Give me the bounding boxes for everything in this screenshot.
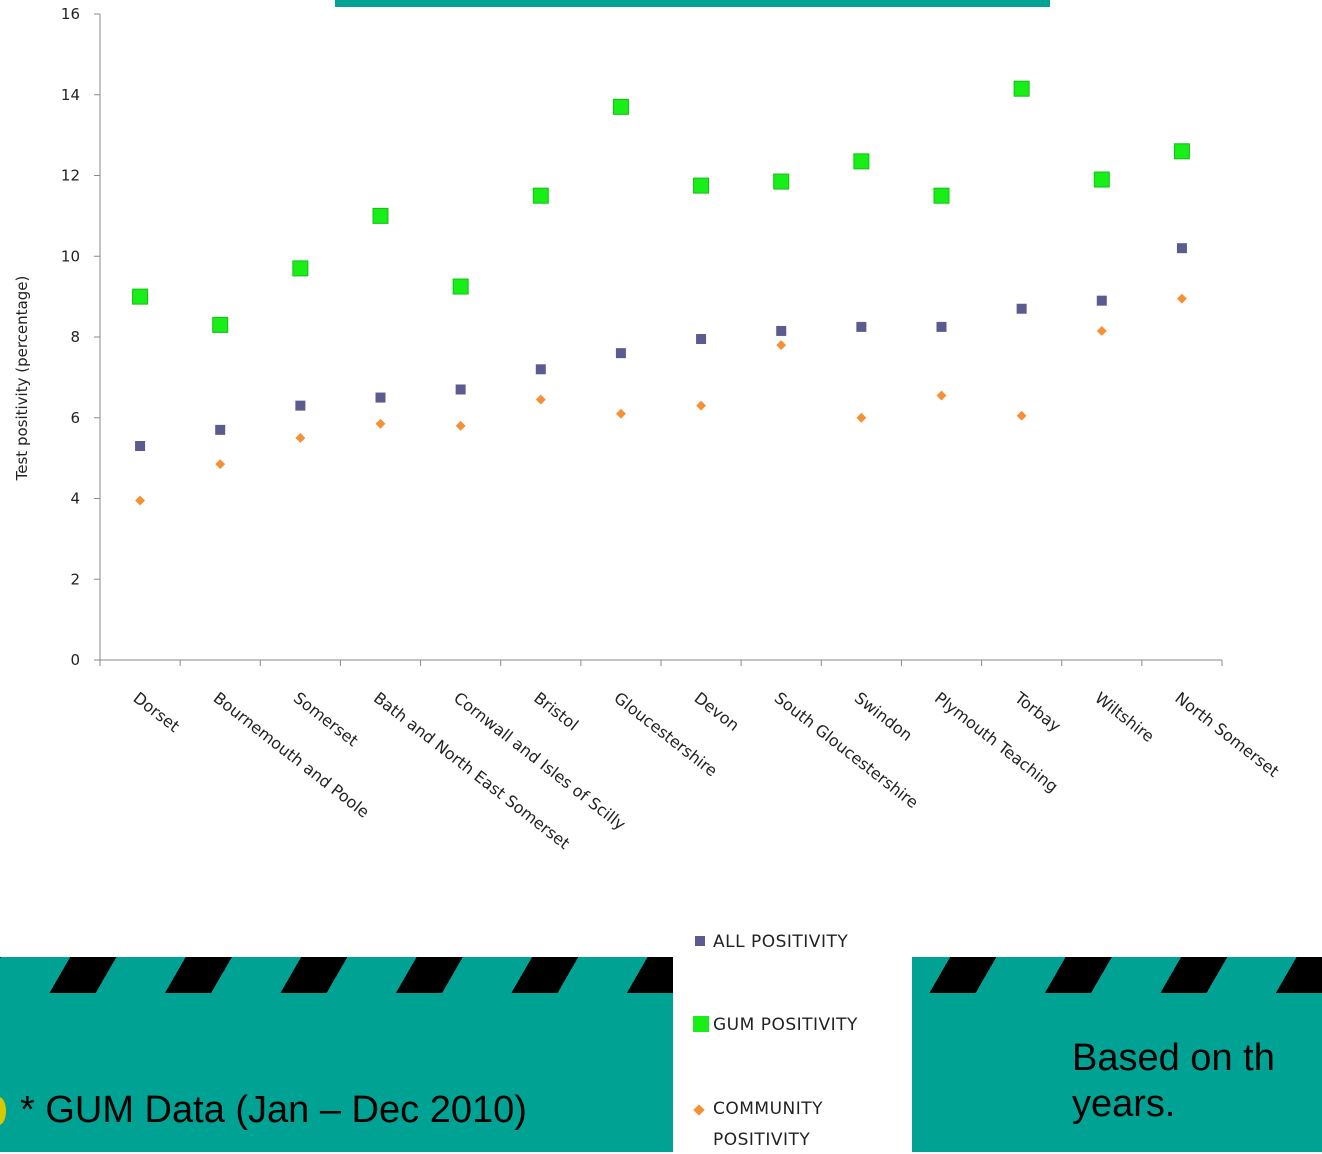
legend-marker-community xyxy=(693,1104,705,1116)
gum-positivity-point xyxy=(933,187,950,204)
y-tick-label: 6 xyxy=(70,409,80,427)
y-tick-label: 10 xyxy=(61,247,80,265)
x-tick-label: Bournemouth and Poole xyxy=(210,688,373,821)
note-panel: Based on th years. xyxy=(912,957,1322,1152)
y-tick-label: 2 xyxy=(70,570,80,588)
legend-marker-gum xyxy=(693,1016,709,1032)
hazard-stripes xyxy=(0,957,673,993)
all-positivity-point xyxy=(1096,295,1107,306)
all-positivity-point xyxy=(1016,303,1027,314)
x-tick-label: Torbay xyxy=(1010,688,1064,736)
data-points xyxy=(132,80,1190,506)
all-positivity-point xyxy=(375,392,386,403)
community-positivity-point xyxy=(1176,293,1187,304)
legend-label-all: ALL POSITIVITY xyxy=(713,932,849,952)
chart-axes xyxy=(94,13,1223,666)
all-positivity-point xyxy=(615,348,626,359)
gum-positivity-point xyxy=(1093,171,1110,188)
gum-positivity-point xyxy=(1013,80,1030,97)
note-text-line2: years. xyxy=(1072,1083,1176,1125)
gum-positivity-point xyxy=(212,316,229,333)
y-tick-label: 16 xyxy=(61,5,80,23)
gum-positivity-point xyxy=(372,207,389,224)
scatter-chart: 0 2 4 6 8 10 12 14 16 Dorset Bournemouth and Pool… xyxy=(13,5,1283,853)
x-tick-label: Wiltshire xyxy=(1091,688,1158,746)
y-tick-label: 0 xyxy=(70,651,80,669)
x-tick-label: North Somerset xyxy=(1171,688,1282,781)
y-axis-label: Test positivity (percentage) xyxy=(13,276,31,482)
community-positivity-point xyxy=(535,394,546,405)
all-positivity-point xyxy=(215,424,226,435)
community-positivity-point xyxy=(696,400,707,411)
gum-positivity-point xyxy=(452,278,469,295)
community-positivity-point xyxy=(135,495,146,506)
x-tick-label: Bristol xyxy=(530,688,582,734)
legend-label-gum: GUM POSITIVITY xyxy=(713,1015,858,1035)
community-positivity-point xyxy=(375,418,386,429)
community-positivity-point xyxy=(455,420,466,431)
y-tick-label: 8 xyxy=(70,328,80,346)
all-positivity-point xyxy=(936,321,947,332)
chart-legend: ALL POSITIVITY GUM POSITIVITY COMMUNITY … xyxy=(673,920,912,1152)
community-positivity-point xyxy=(295,432,306,443)
legend-label-community-line2: POSITIVITY xyxy=(713,1130,811,1150)
y-tick-label: 12 xyxy=(61,167,80,185)
all-positivity-point xyxy=(295,400,306,411)
y-tick-label: 4 xyxy=(70,490,80,508)
gum-positivity-point xyxy=(532,187,549,204)
all-positivity-point xyxy=(856,321,867,332)
legend-marker-all xyxy=(695,936,705,946)
footnote-panel: * GUM Data (Jan – Dec 2010) xyxy=(0,957,673,1152)
community-positivity-point xyxy=(936,390,947,401)
community-positivity-point xyxy=(215,459,226,470)
legend-label-community-line1: COMMUNITY xyxy=(713,1099,824,1119)
all-positivity-point xyxy=(135,441,146,452)
community-positivity-point xyxy=(1096,325,1107,336)
community-positivity-point xyxy=(615,408,626,419)
y-tick-label: 14 xyxy=(61,86,80,104)
all-positivity-point xyxy=(455,384,466,395)
x-tick-label: South Gloucestershire xyxy=(771,688,922,812)
gum-positivity-point xyxy=(612,98,629,115)
bullet-dot xyxy=(0,1097,6,1125)
x-tick-label: Devon xyxy=(691,688,743,735)
community-positivity-point xyxy=(776,340,787,351)
gum-positivity-point xyxy=(132,288,149,305)
gum-positivity-point xyxy=(773,173,790,190)
hazard-stripes xyxy=(912,957,1322,993)
title-underline xyxy=(335,0,1050,7)
community-positivity-point xyxy=(856,412,867,423)
footnote-text: * GUM Data (Jan – Dec 2010) xyxy=(20,1089,527,1131)
x-tick-label: Dorset xyxy=(130,688,184,736)
note-text-line1: Based on th xyxy=(1072,1037,1275,1079)
gum-positivity-point xyxy=(853,153,870,170)
all-positivity-point xyxy=(696,334,707,345)
x-tick-label: Swindon xyxy=(851,688,916,745)
gum-positivity-point xyxy=(693,177,710,194)
all-positivity-point xyxy=(1176,243,1187,254)
all-positivity-point xyxy=(776,325,787,336)
gum-positivity-point xyxy=(292,260,309,277)
all-positivity-point xyxy=(535,364,546,375)
gum-positivity-point xyxy=(1173,143,1190,160)
community-positivity-point xyxy=(1016,410,1027,421)
y-tick-labels: 0 2 4 6 8 10 12 14 16 xyxy=(61,5,80,669)
x-tick-label: Somerset xyxy=(290,688,362,750)
